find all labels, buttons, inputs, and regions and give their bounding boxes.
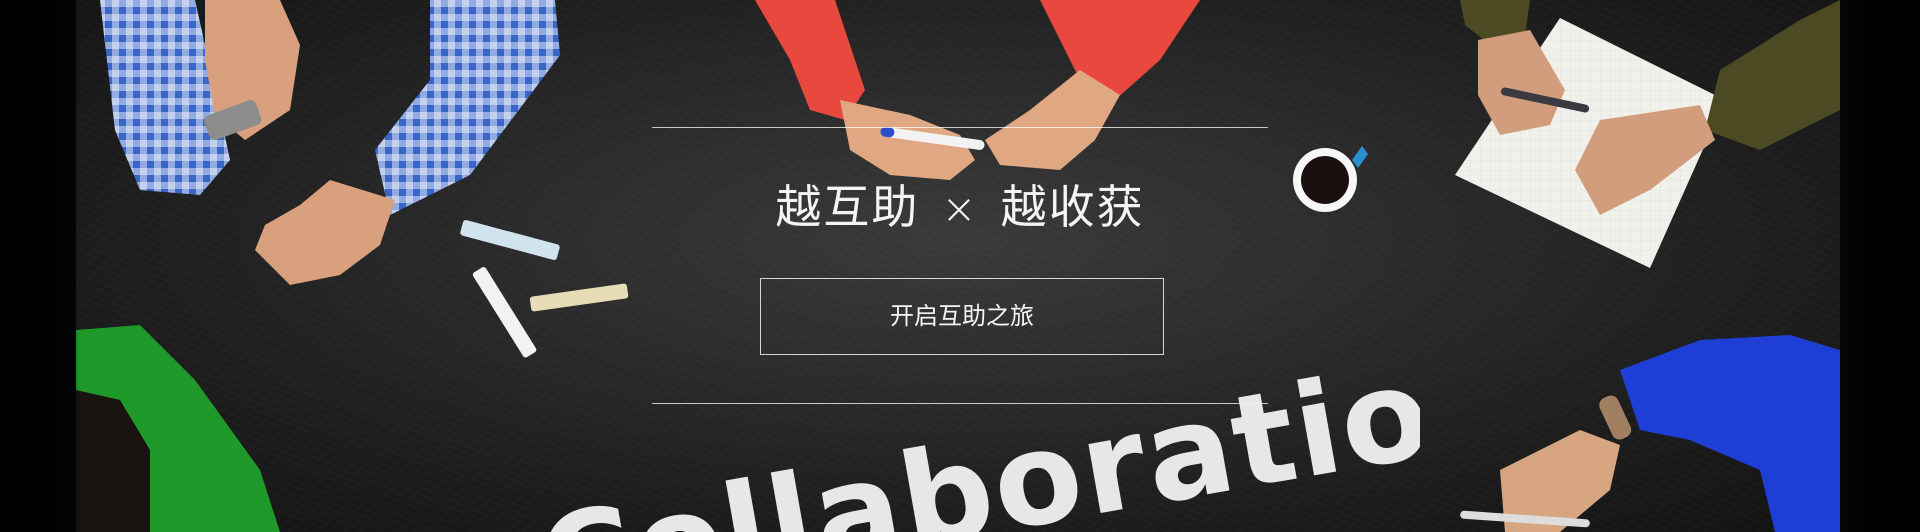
chalk-word-text: Collaboration [528, 321, 1420, 532]
green-sleeve-arm [76, 325, 280, 532]
red-sleeve-hands [755, 0, 1200, 180]
right-vignette [1840, 0, 1920, 532]
coffee-cup-icon [1293, 146, 1368, 212]
headline-slogan: 越互助 × 越收获 [652, 172, 1268, 244]
headline-right-text: 越收获 [1000, 180, 1145, 234]
olive-sleeve-hands [1460, 0, 1840, 215]
divider-top [652, 127, 1268, 128]
blue-sleeve-arm [1460, 335, 1840, 532]
left-vignette [0, 0, 80, 532]
collaboration-chalk-word: Collaboration [528, 321, 1420, 532]
chalk-pieces-icon [460, 220, 629, 358]
headline-left-text: 越互助 [775, 180, 920, 234]
headline-separator: × [941, 184, 979, 233]
start-mutual-help-button[interactable]: 开启互助之旅 [760, 278, 1164, 355]
gingham-shirt-arms [100, 0, 560, 285]
divider-bottom [652, 403, 1268, 404]
